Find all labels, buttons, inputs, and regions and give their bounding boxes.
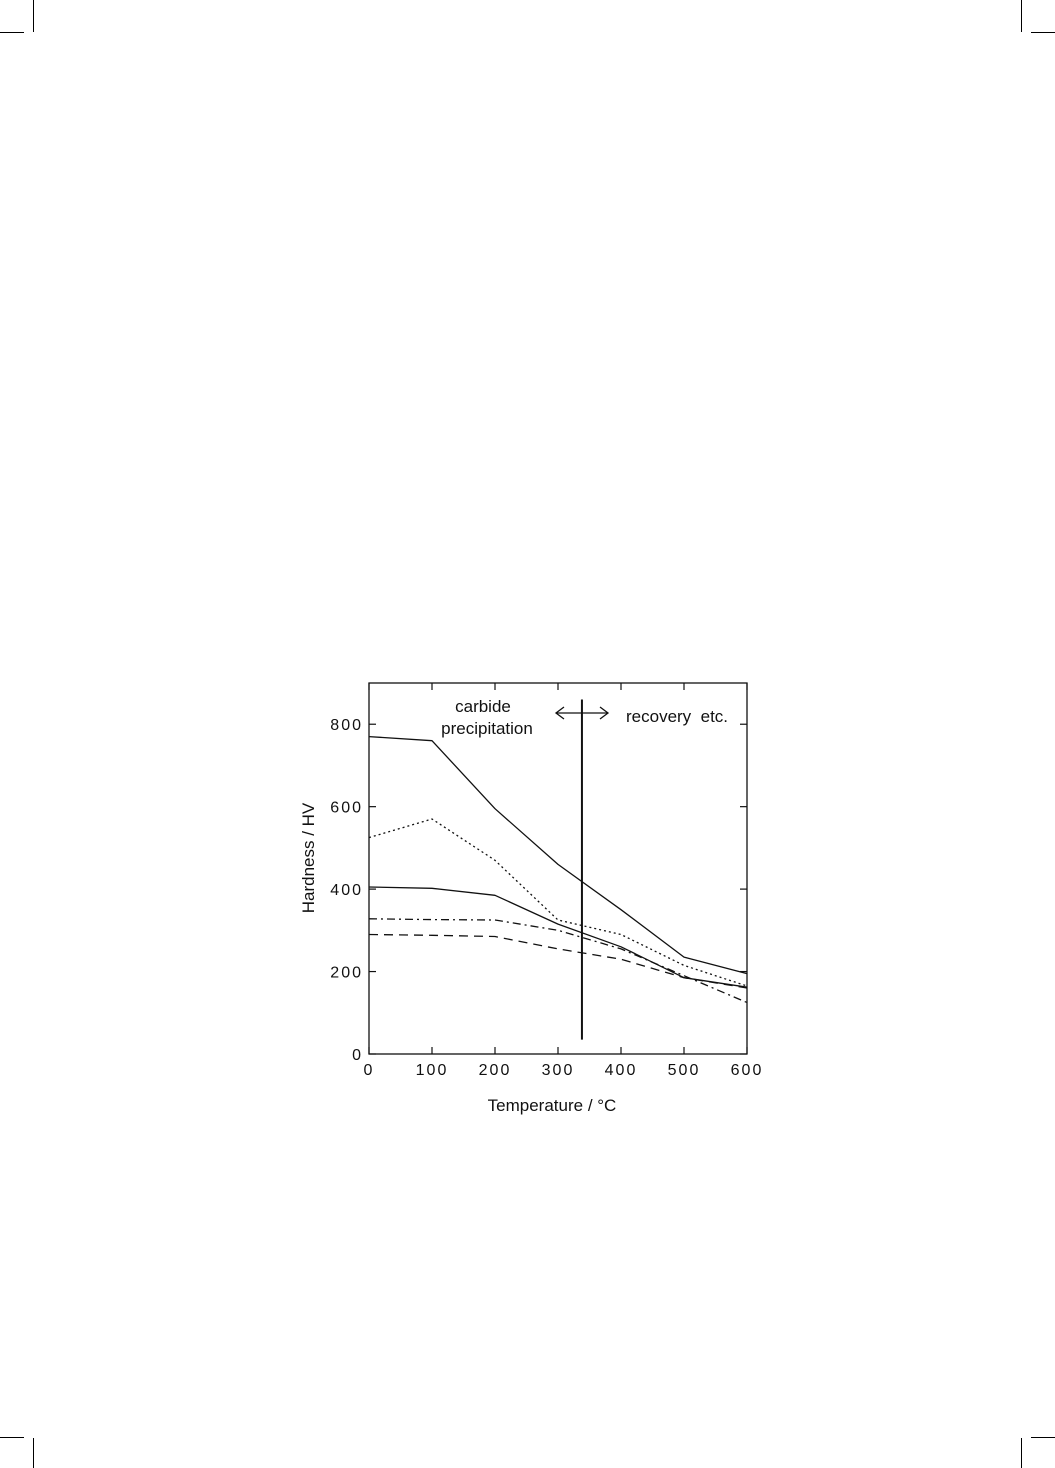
x-tick-label: 0 xyxy=(364,1062,375,1079)
y-tick-label: 200 xyxy=(330,965,363,982)
series-line-2 xyxy=(368,818,748,987)
x-tick-label: 600 xyxy=(731,1062,764,1079)
y-tick-label: 0 xyxy=(352,1047,363,1064)
plot-frame xyxy=(368,682,748,1055)
crop-mark-top-right-horizontal xyxy=(1031,32,1055,33)
y-axis-title: Hardness / HV xyxy=(299,802,318,913)
series-line-4 xyxy=(368,918,748,1004)
crop-mark-top-left-horizontal xyxy=(0,32,24,33)
crop-mark-top-left-vertical xyxy=(33,0,34,32)
series-line-1 xyxy=(368,735,748,975)
series-line-3 xyxy=(368,886,748,988)
crop-mark-bottom-right-vertical xyxy=(1021,1438,1022,1468)
x-tick-label: 300 xyxy=(542,1062,575,1079)
y-tick-label: 400 xyxy=(330,882,363,899)
y-tick-label: 600 xyxy=(330,800,363,817)
y-tick-label: 800 xyxy=(330,717,363,734)
series-line-5 xyxy=(368,933,748,989)
x-tick-label: 100 xyxy=(416,1062,449,1079)
crop-mark-bottom-right-horizontal xyxy=(1031,1437,1055,1438)
crop-mark-bottom-left-horizontal xyxy=(0,1437,24,1438)
crop-mark-bottom-left-vertical xyxy=(33,1438,34,1468)
axis-ticks xyxy=(368,683,748,1055)
x-axis-title: Temperature / °C xyxy=(488,1096,617,1115)
x-tick-label: 400 xyxy=(605,1062,638,1079)
annotation-precipitation: precipitation xyxy=(441,719,533,738)
axis-tick-labels: 0 100 200 300 400 500 600 0 200 400 600 800 xyxy=(330,717,764,1079)
double-arrow xyxy=(554,706,610,720)
series-layer xyxy=(368,735,748,1004)
annotation-carbide: carbide xyxy=(455,697,511,716)
crop-mark-top-right-vertical xyxy=(1021,0,1022,32)
annotation-recovery: recovery etc. xyxy=(626,707,728,726)
x-tick-label: 200 xyxy=(479,1062,512,1079)
x-tick-label: 500 xyxy=(668,1062,701,1079)
